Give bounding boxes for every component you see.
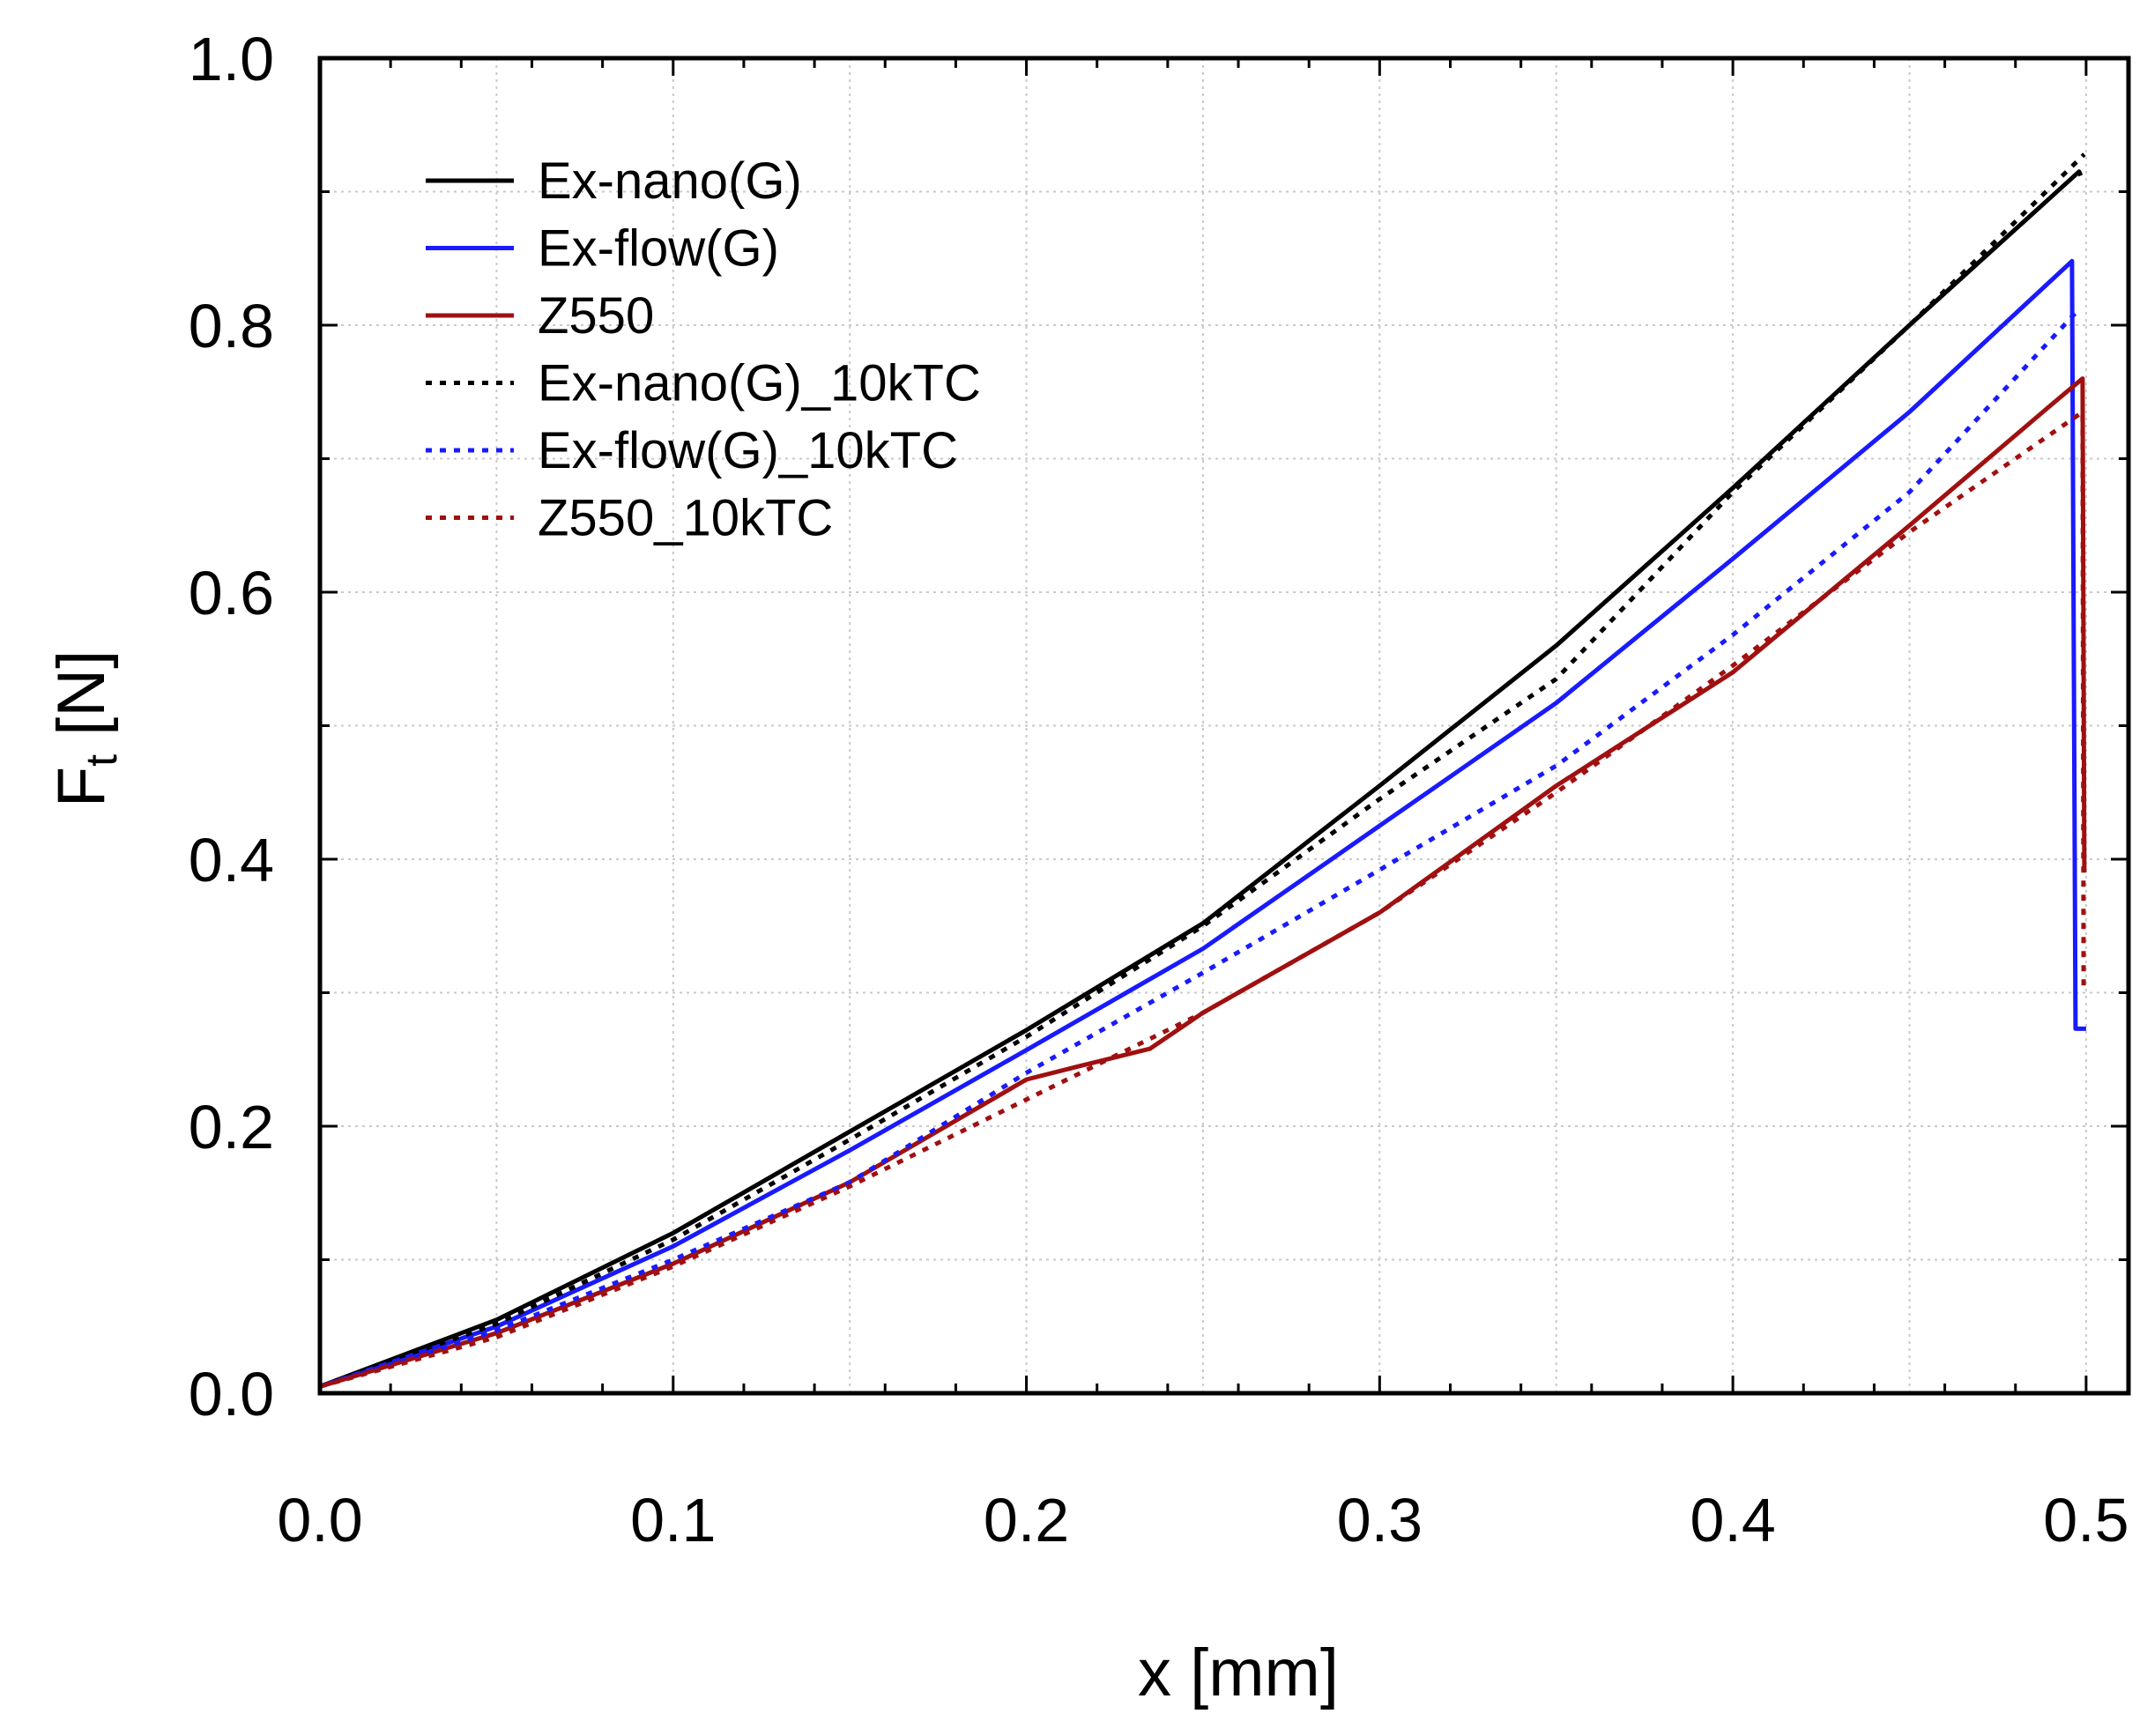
series-line-ex-nano-g bbox=[319, 169, 2084, 1389]
y-axis-label: Ft [N] bbox=[44, 650, 126, 808]
legend-label-ex-flow-g-10ktc: Ex-flow(G)_10kTC bbox=[538, 422, 958, 479]
legend-label-z550: Z550 bbox=[538, 287, 654, 345]
axis-ticks bbox=[318, 56, 2128, 1395]
series-layer bbox=[319, 152, 2087, 1389]
y-tick-label-3: 0.6 bbox=[189, 559, 274, 627]
x-tick-label-5: 0.5 bbox=[2043, 1486, 2128, 1554]
y-tick-labels: 0.0 0.2 0.4 0.6 0.8 1.0 bbox=[189, 25, 274, 1428]
legend: Ex-nano(G) Ex-flow(G) Z550 Ex-nano(G)_10kTC… bbox=[426, 152, 981, 547]
x-tick-label-0: 0.0 bbox=[277, 1486, 362, 1554]
legend-label-z550-10ktc: Z550_10kTC bbox=[538, 490, 833, 547]
x-axis-label: x [mm] bbox=[1138, 1636, 1339, 1710]
grid-lines bbox=[320, 58, 2128, 1393]
y-axis-label-main: F bbox=[44, 767, 119, 807]
y-tick-label-1: 0.2 bbox=[189, 1093, 274, 1161]
legend-label-ex-nano-g-10ktc: Ex-nano(G)_10kTC bbox=[538, 355, 981, 412]
y-tick-label-5: 1.0 bbox=[189, 25, 274, 93]
y-axis-label-unit: [N] bbox=[44, 650, 119, 754]
y-tick-label-2: 0.4 bbox=[189, 826, 274, 894]
legend-label-ex-flow-g: Ex-flow(G) bbox=[538, 220, 779, 278]
x-tick-label-3: 0.3 bbox=[1337, 1486, 1423, 1554]
series-line-ex-nano-g-10ktc bbox=[319, 152, 2086, 1389]
y-axis-label-subscript: t bbox=[77, 754, 126, 767]
series-line-z550-10ktc bbox=[319, 410, 2086, 1389]
x-tick-label-4: 0.4 bbox=[1690, 1486, 1775, 1554]
x-tick-label-1: 0.1 bbox=[630, 1486, 716, 1554]
y-tick-label-4: 0.8 bbox=[189, 292, 274, 360]
x-tick-label-2: 0.2 bbox=[984, 1486, 1069, 1554]
series-line-ex-flow-g bbox=[319, 258, 2086, 1389]
legend-label-ex-nano-g: Ex-nano(G) bbox=[538, 152, 802, 210]
y-tick-label-0: 0.0 bbox=[189, 1360, 274, 1428]
x-tick-labels: 0.0 0.1 0.2 0.3 0.4 0.5 bbox=[277, 1486, 2128, 1554]
series-line-ex-flow-g-10ktc bbox=[319, 308, 2081, 1389]
